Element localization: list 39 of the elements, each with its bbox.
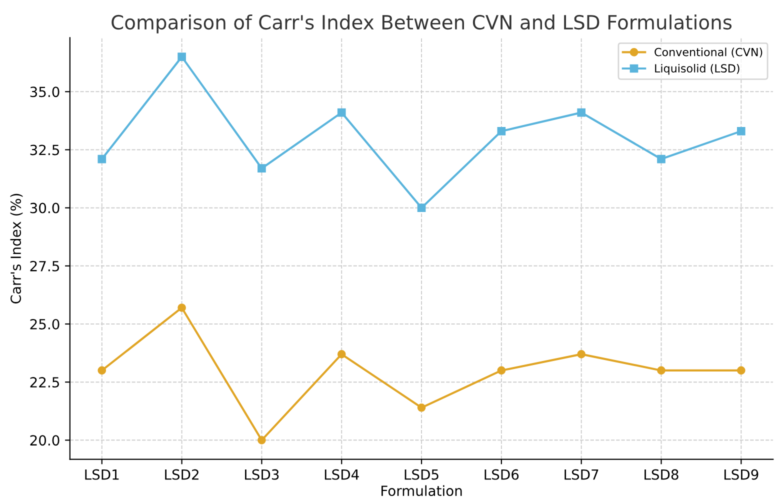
point bbox=[736, 366, 746, 375]
legend-label: Conventional (CVN) bbox=[654, 48, 762, 58]
point bbox=[258, 164, 266, 173]
point bbox=[178, 52, 186, 61]
y-tick-label: 27.5 bbox=[30, 260, 59, 272]
x-tick-label: LSD8 bbox=[644, 469, 678, 480]
point bbox=[337, 108, 346, 117]
y-tick-label: 25.0 bbox=[30, 318, 60, 330]
x-tick-label: LSD5 bbox=[404, 469, 438, 480]
y-tick-label: 32.5 bbox=[30, 144, 59, 156]
point bbox=[258, 436, 266, 444]
point bbox=[577, 350, 586, 358]
point bbox=[497, 366, 506, 375]
y-tick-label: 35.0 bbox=[30, 86, 60, 98]
point bbox=[657, 366, 666, 375]
x-axis-title: Formulation bbox=[382, 485, 462, 496]
x-tick-label: LSD3 bbox=[245, 469, 279, 480]
y-tick-label: 22.5 bbox=[30, 377, 59, 388]
legend-label: Liquisolid (LSD) bbox=[655, 64, 740, 75]
point bbox=[577, 108, 586, 117]
y-tick-label: 30.0 bbox=[30, 202, 60, 214]
x-tick-label: LSD9 bbox=[724, 469, 758, 480]
point bbox=[98, 366, 106, 375]
point bbox=[417, 403, 426, 412]
x-tick-label: LSD7 bbox=[564, 469, 598, 480]
chart-title: Comparison of Carr's Index Between CVN and LSD Formulations bbox=[112, 14, 732, 34]
y-axis-title: Carr's Index (%) bbox=[10, 194, 23, 304]
x-tick-label: LSD2 bbox=[165, 469, 198, 480]
point bbox=[417, 204, 426, 212]
point bbox=[497, 126, 506, 136]
point bbox=[736, 126, 746, 136]
point bbox=[98, 154, 106, 164]
x-tick-label: LSD6 bbox=[484, 469, 519, 480]
y-tick-label: 20.0 bbox=[30, 435, 60, 446]
x-tick-label: LSD4 bbox=[324, 469, 359, 480]
point bbox=[657, 154, 666, 164]
x-tick-label: LSD1 bbox=[85, 469, 119, 480]
point bbox=[337, 350, 346, 358]
point bbox=[178, 304, 186, 312]
